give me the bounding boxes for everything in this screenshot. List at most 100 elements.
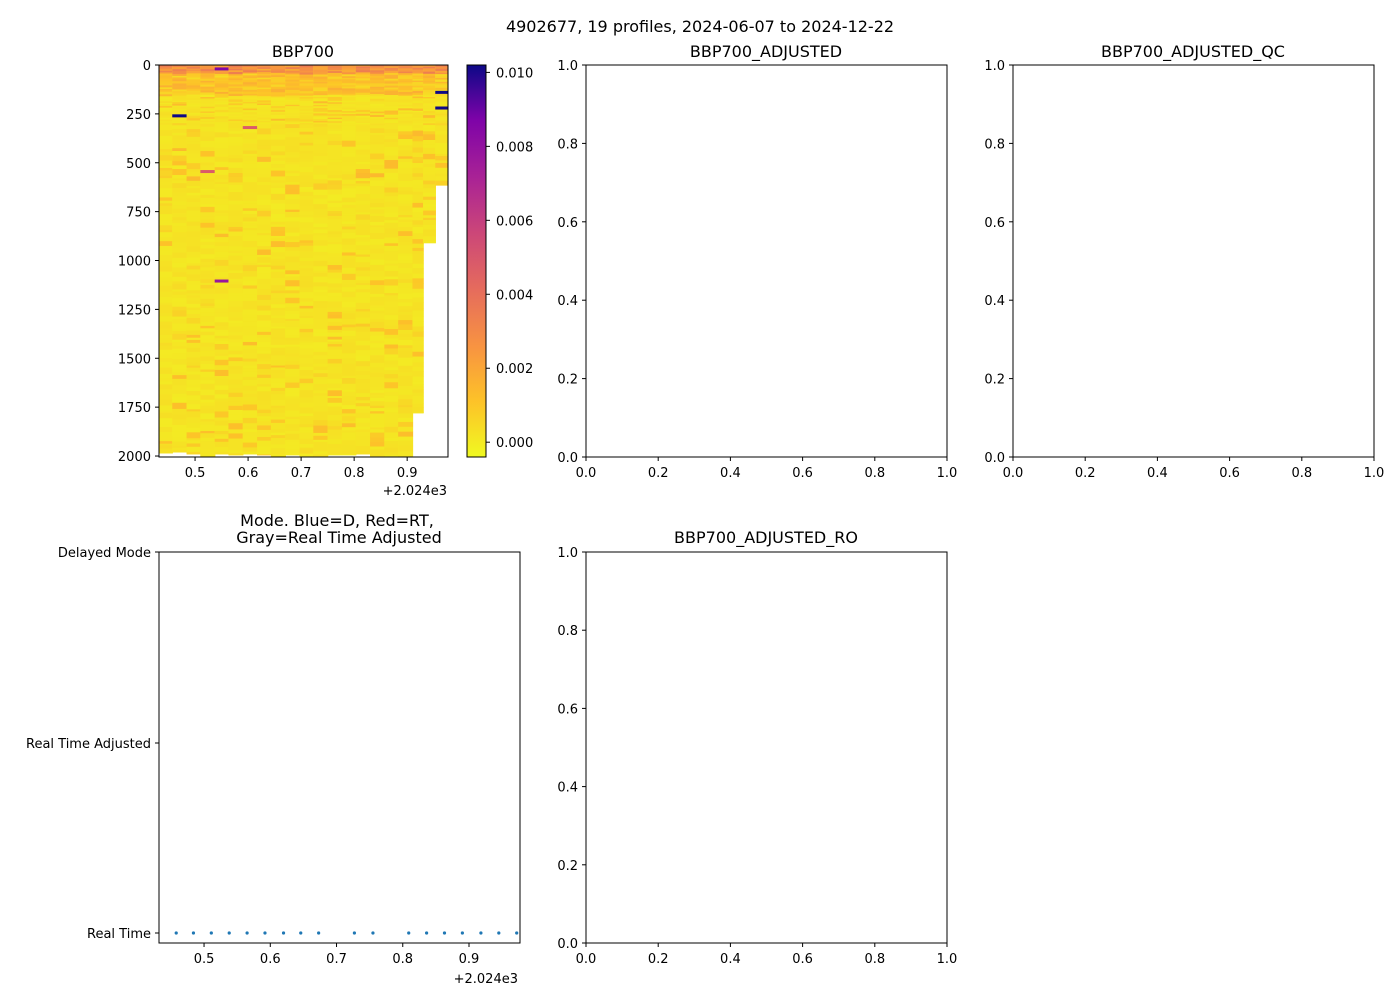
- heatmap-cell: [242, 330, 258, 337]
- heatmap-cell: [384, 120, 399, 124]
- heatmap-cell: [341, 440, 357, 446]
- heatmap-cell: [341, 267, 357, 275]
- heatmap-cell: [327, 265, 343, 271]
- heatmap-cell: [370, 180, 385, 187]
- heatmap-cell: [398, 203, 414, 207]
- heatmap-cell: [200, 227, 216, 233]
- heatmap-cell: [242, 153, 258, 157]
- heatmap-cell: [327, 128, 343, 132]
- heatmap-cell: [186, 440, 201, 444]
- heatmap-cell: [341, 338, 357, 343]
- heatmap-cell: [257, 75, 272, 79]
- heatmap-cell: [341, 226, 357, 230]
- heatmap-cell: [355, 445, 371, 452]
- heatmap-cell: [228, 150, 244, 156]
- heatmap-column: [200, 65, 216, 457]
- heatmap-cell: [228, 112, 244, 115]
- heatmap-cell: [200, 433, 216, 439]
- heatmap-cell: [327, 74, 343, 78]
- heatmap-cell: [285, 398, 301, 405]
- heatmap-cell: [228, 210, 244, 217]
- heatmap-cell: [412, 278, 424, 284]
- heatmap-cell: [341, 84, 357, 88]
- heatmap-cell: [384, 307, 399, 314]
- heatmap-cell: [355, 361, 371, 367]
- heatmap-cell: [172, 161, 188, 166]
- heatmap-cell: [159, 85, 173, 88]
- heatmap-cell: [327, 453, 343, 456]
- heatmap-cell: [285, 392, 301, 397]
- mode-point: [497, 931, 501, 935]
- heatmap-cell: [355, 439, 371, 447]
- heatmap-cell: [214, 441, 230, 448]
- heatmap-cell: [412, 75, 424, 78]
- heatmap-cell: [228, 447, 244, 451]
- heatmap-cell: [257, 273, 272, 280]
- heatmap-cell: [186, 68, 201, 71]
- heatmap-cell: [228, 423, 244, 430]
- heatmap-cell: [214, 436, 230, 440]
- heatmap-cell: [186, 171, 201, 177]
- heatmap-cell: [159, 389, 173, 395]
- heatmap-cell: [186, 313, 201, 319]
- heatmap-cell: [270, 260, 286, 267]
- heatmap-cell: [398, 372, 414, 377]
- heatmap-cell: [186, 169, 201, 172]
- heatmap-cell: [200, 342, 216, 347]
- heatmap-cell: [285, 452, 301, 456]
- heatmap-cell: [172, 301, 188, 308]
- heatmap-cell: [370, 425, 385, 428]
- heatmap-cell: [370, 408, 385, 412]
- heatmap-cell: [313, 414, 329, 421]
- heatmap-cell: [270, 193, 286, 201]
- heatmap-cell: [242, 114, 258, 117]
- heatmap-cell: [384, 285, 399, 291]
- heatmap-cell: [186, 114, 201, 117]
- bbp700-x-axis: 0.5 0.6 0.7 0.8 0.9: [185, 457, 418, 481]
- heatmap-cell: [228, 293, 244, 296]
- heatmap-column: [159, 65, 173, 454]
- heatmap-cell: [355, 311, 371, 316]
- heatmap-cell: [355, 262, 371, 268]
- x-tick-label: 0.6: [1219, 466, 1240, 481]
- heatmap-cell: [200, 181, 216, 187]
- heatmap-cell: [270, 109, 286, 113]
- heatmap-cell: [214, 233, 230, 238]
- heatmap-cell: [412, 251, 424, 255]
- heatmap-column: [355, 65, 371, 455]
- heatmap-cell: [200, 303, 216, 307]
- heatmap-cell: [370, 397, 385, 402]
- heatmap-cell: [270, 80, 286, 84]
- heatmap-cell: [186, 317, 201, 324]
- heatmap-cell: [200, 363, 216, 370]
- heatmap-cell: [423, 65, 436, 67]
- heatmap-cell: [435, 118, 448, 121]
- heatmap-cell: [270, 347, 286, 352]
- heatmap-cell: [159, 143, 173, 150]
- heatmap-cell: [159, 445, 173, 449]
- heatmap-cell: [355, 224, 371, 231]
- heatmap-cell: [341, 238, 357, 243]
- heatmap-cell: [313, 189, 329, 196]
- heatmap-cell: [370, 164, 385, 170]
- heatmap-cell: [313, 282, 329, 287]
- heatmap-cell: [200, 262, 216, 266]
- heatmap-cell: [186, 404, 201, 410]
- heatmap-cell: [172, 93, 188, 97]
- heatmap-cell: [370, 419, 385, 426]
- heatmap-cell: [398, 73, 414, 76]
- heatmap-cell: [313, 363, 329, 367]
- heatmap-cell: [412, 65, 424, 67]
- heatmap-cell: [435, 95, 448, 98]
- heatmap-cell: [384, 450, 399, 453]
- heatmap-cell: [313, 129, 329, 136]
- x-tick-label: 0.4: [720, 466, 741, 481]
- heatmap-cell: [200, 216, 216, 220]
- heatmap-cell: [214, 192, 230, 197]
- heatmap-cell: [172, 368, 188, 373]
- heatmap-cell: [384, 133, 399, 137]
- heatmap-cell: [299, 121, 314, 124]
- heatmap-cell: [200, 424, 216, 432]
- heatmap-cell: [313, 204, 329, 210]
- heatmap-cell: [172, 419, 188, 426]
